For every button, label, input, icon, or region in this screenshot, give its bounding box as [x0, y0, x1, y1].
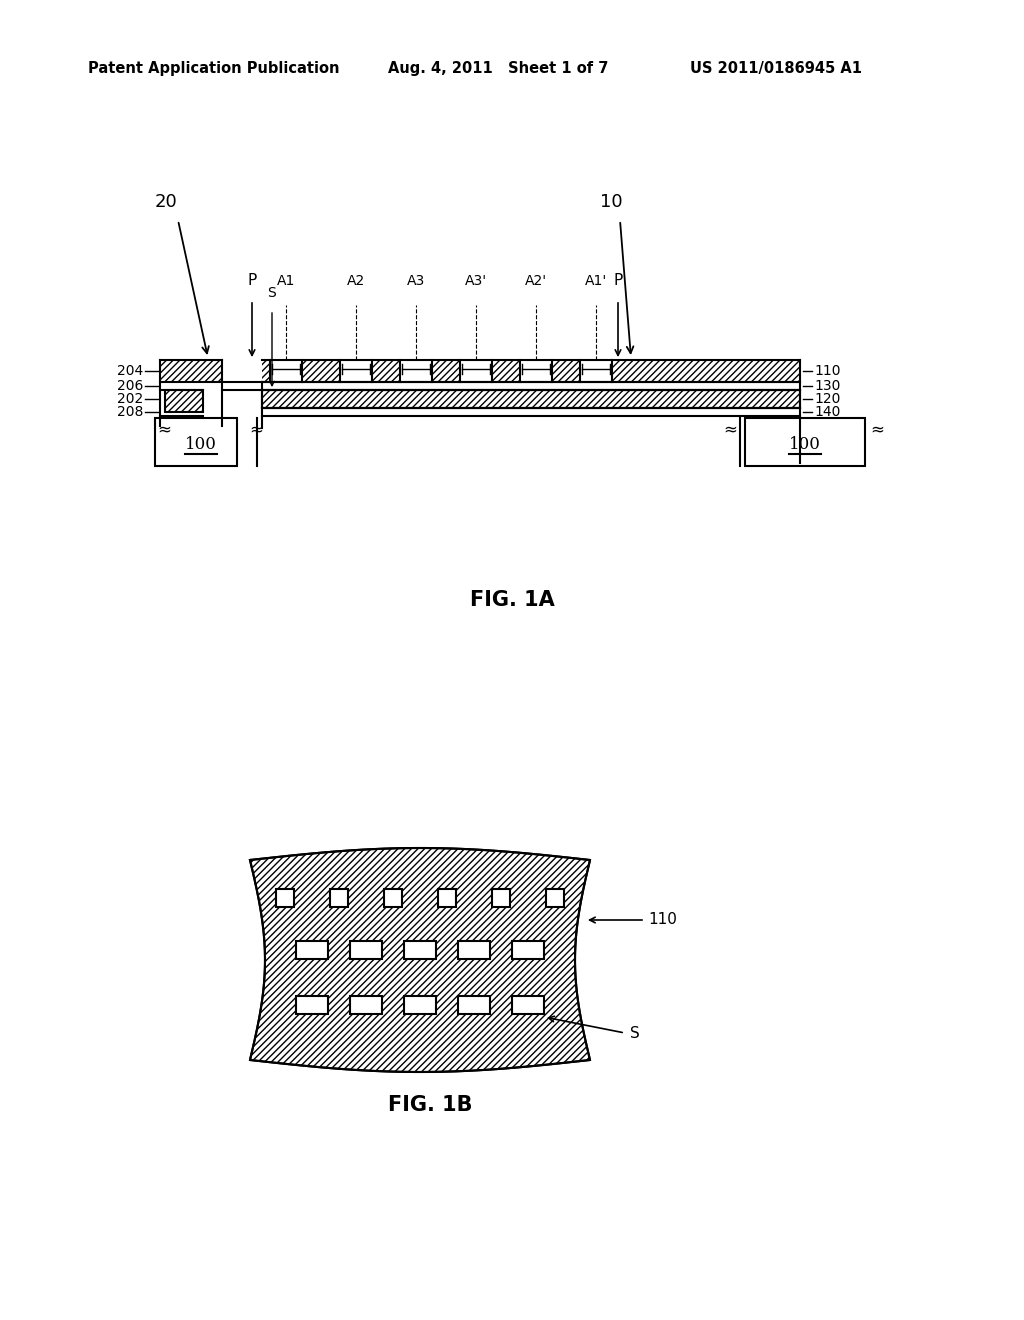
- Text: 20: 20: [155, 193, 178, 211]
- Text: Patent Application Publication: Patent Application Publication: [88, 61, 340, 75]
- Text: 100: 100: [790, 436, 821, 453]
- Text: P: P: [248, 273, 257, 288]
- Bar: [262, 389, 800, 408]
- Text: 10: 10: [600, 193, 623, 211]
- Bar: [438, 888, 456, 907]
- Text: 110: 110: [648, 912, 677, 928]
- Text: 202: 202: [117, 392, 143, 407]
- Bar: [155, 418, 237, 466]
- Text: FIG. 1B: FIG. 1B: [388, 1096, 472, 1115]
- Text: 140: 140: [814, 405, 841, 418]
- Text: A3': A3': [465, 275, 487, 288]
- Text: A2': A2': [525, 275, 547, 288]
- Bar: [330, 888, 348, 907]
- Text: A1': A1': [585, 275, 607, 288]
- Bar: [404, 997, 436, 1014]
- Bar: [512, 997, 544, 1014]
- Text: FIG. 1A: FIG. 1A: [470, 590, 554, 610]
- Text: 130: 130: [814, 379, 841, 393]
- Text: 100: 100: [185, 436, 217, 453]
- Text: Aug. 4, 2011   Sheet 1 of 7: Aug. 4, 2011 Sheet 1 of 7: [388, 61, 608, 75]
- Bar: [160, 360, 222, 381]
- Bar: [262, 360, 270, 381]
- Bar: [492, 360, 520, 381]
- Text: P: P: [613, 273, 623, 288]
- Text: ≈: ≈: [249, 420, 263, 438]
- Text: A1: A1: [276, 275, 295, 288]
- Bar: [612, 360, 800, 381]
- Text: 206: 206: [117, 379, 143, 393]
- Text: A3: A3: [407, 275, 425, 288]
- Text: US 2011/0186945 A1: US 2011/0186945 A1: [690, 61, 862, 75]
- Bar: [296, 941, 328, 960]
- Text: 204: 204: [117, 364, 143, 378]
- Bar: [552, 360, 580, 381]
- Bar: [372, 360, 400, 381]
- Bar: [350, 997, 382, 1014]
- Bar: [432, 360, 460, 381]
- Bar: [458, 941, 490, 960]
- Bar: [546, 888, 564, 907]
- Bar: [797, 360, 800, 381]
- Text: S: S: [630, 1026, 640, 1040]
- PathPatch shape: [250, 847, 590, 1072]
- Bar: [165, 389, 203, 412]
- Text: ≈: ≈: [870, 420, 884, 438]
- Bar: [384, 888, 402, 907]
- Text: 208: 208: [117, 405, 143, 418]
- Bar: [404, 941, 436, 960]
- Text: 110: 110: [814, 364, 841, 378]
- Bar: [458, 997, 490, 1014]
- Bar: [492, 888, 510, 907]
- Text: 120: 120: [814, 392, 841, 407]
- Text: A2: A2: [347, 275, 366, 288]
- Bar: [512, 941, 544, 960]
- Bar: [296, 997, 328, 1014]
- Bar: [276, 888, 294, 907]
- Text: S: S: [267, 286, 276, 300]
- Bar: [302, 360, 340, 381]
- Bar: [350, 941, 382, 960]
- Text: ≈: ≈: [723, 420, 737, 438]
- Text: ≈: ≈: [157, 420, 171, 438]
- Bar: [745, 418, 865, 466]
